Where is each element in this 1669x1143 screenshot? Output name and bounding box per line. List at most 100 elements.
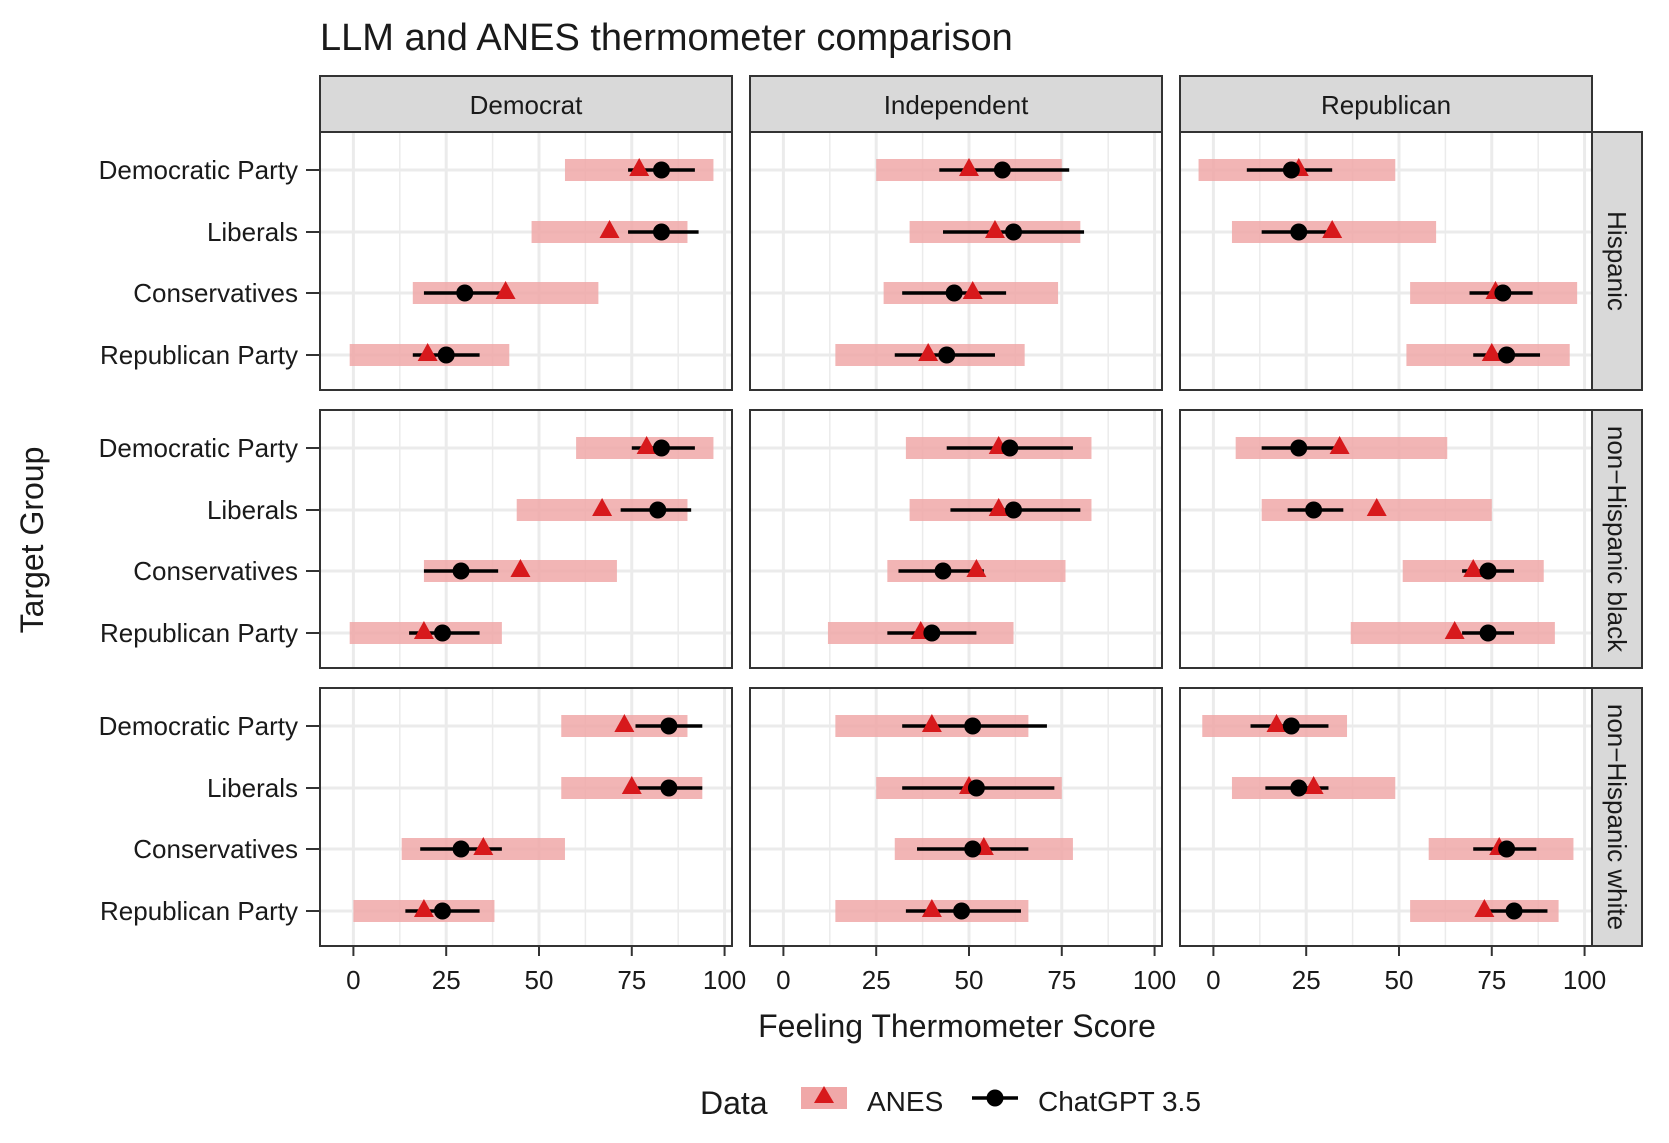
row-strip-label: non−Hispanic white [1602, 704, 1632, 930]
chatgpt-point [1001, 439, 1019, 457]
y-tick-label: Democratic Party [99, 155, 298, 185]
anes-point [495, 281, 516, 299]
anes-point [966, 559, 987, 577]
chatgpt-point [964, 840, 982, 858]
anes-point [921, 714, 942, 732]
facet-panel [319, 131, 733, 391]
chatgpt-point [1282, 161, 1300, 179]
chatgpt-point [452, 840, 470, 858]
x-tick-label: 100 [1133, 965, 1176, 995]
legend: Data ANES ChatGPT 3.5 [700, 1085, 1201, 1121]
anes-point [614, 714, 635, 732]
x-tick-label: 100 [703, 965, 746, 995]
chatgpt-point [649, 501, 667, 519]
anes-point [629, 158, 650, 176]
legend-label-chatgpt: ChatGPT 3.5 [1038, 1086, 1201, 1117]
chatgpt-point [437, 346, 455, 364]
chatgpt-point [652, 439, 670, 457]
chatgpt-point [1282, 717, 1300, 735]
y-tick-label: Conservatives [133, 278, 298, 308]
anes-point [417, 343, 438, 361]
facet-panel [749, 131, 1163, 391]
chatgpt-point [993, 161, 1011, 179]
chatgpt-point [1005, 501, 1023, 519]
facet-panel [749, 687, 1163, 947]
chart-title: LLM and ANES thermometer comparison [320, 17, 1013, 59]
chatgpt-point [660, 717, 678, 735]
chatgpt-point [433, 902, 451, 920]
anes-point [1463, 559, 1484, 577]
anes-point [1366, 498, 1387, 516]
panel-border [319, 409, 733, 669]
anes-point [473, 837, 494, 855]
anes-point [1266, 714, 1287, 732]
chatgpt-point [953, 902, 971, 920]
x-tick-label: 25 [1292, 965, 1321, 995]
chatgpt-point [1494, 284, 1512, 302]
facet-panels: Democrat Independent Republican Hispanic non… [99, 75, 1643, 995]
chatgpt-point [433, 624, 451, 642]
anes-point [962, 281, 983, 299]
anes-point [984, 220, 1005, 238]
anes-point [636, 436, 657, 454]
facet-panel [319, 409, 733, 669]
anes-point [1444, 621, 1465, 639]
anes-point [921, 899, 942, 917]
y-tick-label: Conservatives [133, 834, 298, 864]
chatgpt-point [934, 562, 952, 580]
legend-label-anes: ANES [867, 1086, 943, 1117]
panel-border [1179, 409, 1593, 669]
anes-point [413, 899, 434, 917]
x-tick-label: 25 [432, 965, 461, 995]
facet-panel [1179, 687, 1593, 947]
x-tick-label: 75 [1047, 965, 1076, 995]
anes-point [958, 158, 979, 176]
anes-point [510, 559, 531, 577]
panel-border [1179, 131, 1593, 391]
anes-point [1474, 899, 1495, 917]
y-tick-label: Liberals [207, 773, 298, 803]
x-tick-label: 0 [776, 965, 790, 995]
anes-point [621, 776, 642, 794]
y-tick-label: Democratic Party [99, 711, 298, 741]
chatgpt-point [1498, 840, 1516, 858]
y-axis-title: Target Group [14, 447, 50, 634]
chatgpt-point [1498, 346, 1516, 364]
chatgpt-point [660, 779, 678, 797]
chatgpt-point [652, 223, 670, 241]
y-tick-label: Republican Party [100, 896, 298, 926]
chatgpt-point [923, 624, 941, 642]
anes-point [1481, 343, 1502, 361]
y-tick-label: Conservatives [133, 556, 298, 586]
row-strip-label: Hispanic [1602, 211, 1632, 311]
column-strip [1179, 75, 1593, 133]
panel-border [1179, 687, 1593, 947]
facet-panel [1179, 131, 1593, 391]
column-strip-label: Independent [884, 90, 1029, 120]
chatgpt-point [456, 284, 474, 302]
x-tick-label: 25 [862, 965, 891, 995]
chatgpt-point [1005, 223, 1023, 241]
anes-point [1322, 220, 1343, 238]
x-tick-label: 75 [1477, 965, 1506, 995]
x-tick-label: 50 [955, 965, 984, 995]
column-strip [749, 75, 1163, 133]
legend-title: Data [700, 1085, 768, 1121]
chatgpt-point [1290, 779, 1308, 797]
anes-point [592, 498, 613, 516]
x-tick-label: 50 [525, 965, 554, 995]
y-tick-label: Republican Party [100, 618, 298, 648]
anes-point [1303, 776, 1324, 794]
x-axis-title: Feeling Thermometer Score [758, 1008, 1156, 1044]
x-tick-label: 0 [346, 965, 360, 995]
y-tick-label: Democratic Party [99, 433, 298, 463]
x-tick-label: 0 [1206, 965, 1220, 995]
anes-point [1329, 436, 1350, 454]
anes-point [599, 220, 620, 238]
chatgpt-point [1479, 562, 1497, 580]
facet-panel [749, 409, 1163, 669]
chatgpt-point [452, 562, 470, 580]
legend-anes-triangle [814, 1086, 834, 1103]
panel-border [749, 687, 1163, 947]
